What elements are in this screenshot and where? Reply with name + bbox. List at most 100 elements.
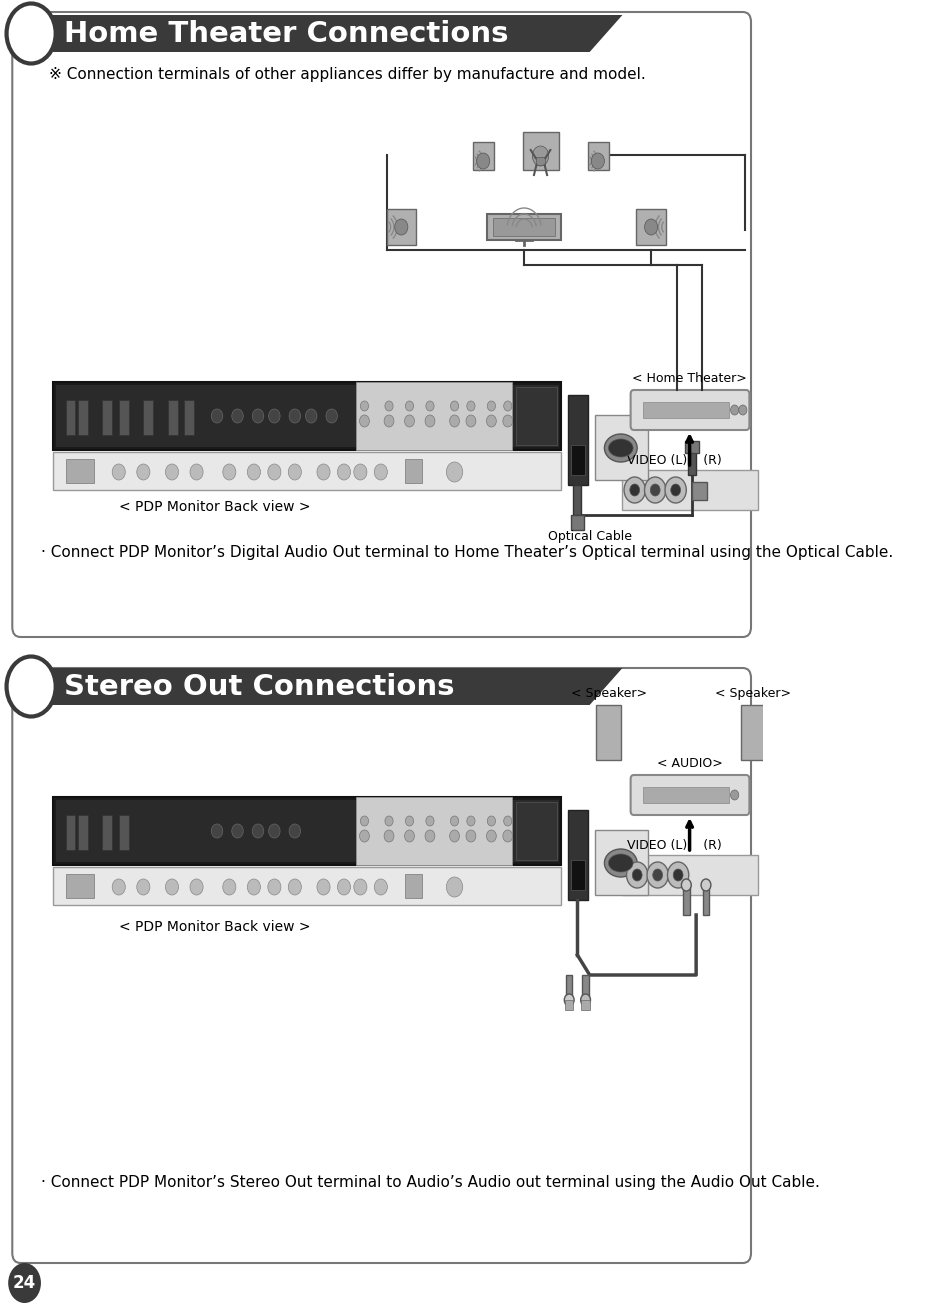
Circle shape <box>223 880 236 895</box>
Circle shape <box>701 880 711 891</box>
Circle shape <box>8 1263 41 1302</box>
Circle shape <box>487 816 496 826</box>
Polygon shape <box>12 668 623 705</box>
Bar <box>516 803 557 860</box>
Text: < Speaker>: < Speaker> <box>570 686 647 699</box>
Circle shape <box>212 408 223 423</box>
Circle shape <box>288 465 301 480</box>
Bar <box>53 867 561 904</box>
Bar <box>356 382 512 450</box>
Bar <box>568 395 588 485</box>
Bar <box>692 482 706 500</box>
Circle shape <box>405 816 414 826</box>
Bar <box>582 975 589 1000</box>
Circle shape <box>223 465 236 480</box>
Text: · Connect PDP Monitor’s Digital Audio Out terminal to Home Theater’s Optical ter: · Connect PDP Monitor’s Digital Audio Ou… <box>41 545 893 560</box>
Bar <box>623 470 758 510</box>
Circle shape <box>425 830 435 842</box>
Text: < AUDIO>: < AUDIO> <box>657 757 722 770</box>
Circle shape <box>354 880 367 895</box>
Bar <box>643 402 729 418</box>
Circle shape <box>651 484 660 496</box>
Circle shape <box>739 405 747 415</box>
Ellipse shape <box>609 853 633 872</box>
Circle shape <box>426 816 434 826</box>
Text: Home Theater Connections: Home Theater Connections <box>64 20 508 47</box>
Circle shape <box>354 465 367 480</box>
Text: Optical Cable: Optical Cable <box>548 530 632 543</box>
Circle shape <box>384 415 394 427</box>
Circle shape <box>375 465 388 480</box>
Circle shape <box>591 153 605 170</box>
Circle shape <box>626 863 648 887</box>
Bar <box>570 515 584 530</box>
Circle shape <box>137 465 150 480</box>
Text: VIDEO (L)    (R): VIDEO (L) (R) <box>626 839 721 852</box>
Circle shape <box>673 869 683 881</box>
Circle shape <box>112 880 125 895</box>
Bar <box>405 459 422 483</box>
Polygon shape <box>12 14 623 52</box>
Text: < PDP Monitor Back view >: < PDP Monitor Back view > <box>118 920 310 934</box>
Text: Stereo Out Connections: Stereo Out Connections <box>64 672 455 701</box>
Circle shape <box>731 790 739 800</box>
Text: < Home Theater>: < Home Theater> <box>632 372 747 385</box>
Circle shape <box>190 880 203 895</box>
Circle shape <box>326 408 337 423</box>
Circle shape <box>681 880 692 891</box>
Ellipse shape <box>609 438 633 457</box>
Circle shape <box>190 465 203 480</box>
Circle shape <box>360 415 369 427</box>
Text: · Connect PDP Monitor’s Stereo Out terminal to Audio’s Audio out terminal using : · Connect PDP Monitor’s Stereo Out termi… <box>41 1174 820 1190</box>
Circle shape <box>449 415 459 427</box>
Circle shape <box>446 877 462 897</box>
Circle shape <box>247 880 260 895</box>
Circle shape <box>487 415 497 427</box>
Bar <box>356 797 512 865</box>
Bar <box>595 415 648 480</box>
Text: ※ Connection terminals of other appliances differ by manufacture and model.: ※ Connection terminals of other applianc… <box>49 67 646 82</box>
Circle shape <box>385 401 393 411</box>
Bar <box>387 209 416 245</box>
Circle shape <box>503 401 512 411</box>
Circle shape <box>487 830 497 842</box>
Bar <box>686 441 699 453</box>
Bar <box>473 142 494 170</box>
Circle shape <box>645 478 665 502</box>
Circle shape <box>652 869 663 881</box>
Circle shape <box>337 880 350 895</box>
Circle shape <box>731 405 739 415</box>
Bar <box>637 209 665 245</box>
Circle shape <box>450 401 459 411</box>
FancyBboxPatch shape <box>631 390 749 431</box>
Circle shape <box>503 415 513 427</box>
Bar <box>53 452 561 489</box>
Bar <box>56 800 558 863</box>
Bar <box>573 485 582 515</box>
Bar <box>65 459 94 483</box>
Bar <box>596 705 621 760</box>
Circle shape <box>476 153 489 170</box>
Circle shape <box>404 415 415 427</box>
Circle shape <box>112 465 125 480</box>
Circle shape <box>425 415 435 427</box>
Circle shape <box>166 880 179 895</box>
Circle shape <box>288 880 301 895</box>
Bar <box>65 816 75 850</box>
Bar <box>493 218 555 236</box>
Circle shape <box>306 408 317 423</box>
Bar <box>103 816 112 850</box>
Circle shape <box>630 484 639 496</box>
Circle shape <box>665 478 686 502</box>
Circle shape <box>317 880 330 895</box>
Text: < Speaker>: < Speaker> <box>716 686 791 699</box>
Bar <box>65 874 94 898</box>
Bar <box>118 816 129 850</box>
Bar <box>595 830 648 895</box>
FancyBboxPatch shape <box>12 12 751 637</box>
FancyBboxPatch shape <box>631 775 749 816</box>
Bar <box>405 874 422 898</box>
Circle shape <box>268 823 281 838</box>
Circle shape <box>212 823 223 838</box>
Circle shape <box>647 863 668 887</box>
